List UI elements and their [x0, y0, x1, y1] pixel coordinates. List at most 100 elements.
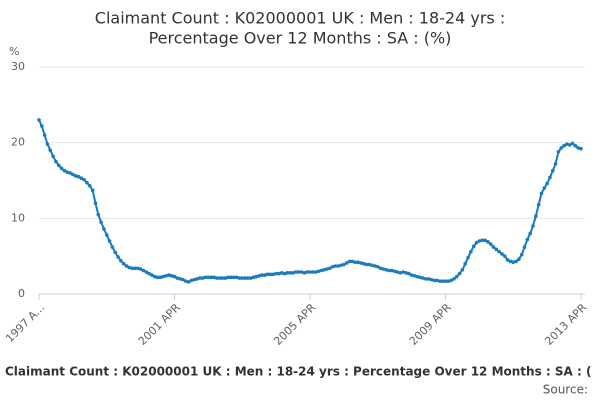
data-point [285, 271, 290, 275]
data-point [85, 180, 89, 185]
data-point [119, 258, 123, 263]
data-point [271, 272, 276, 277]
data-point [260, 273, 264, 277]
data-point [167, 273, 171, 277]
x-tick-label: 2005 APR [271, 301, 318, 348]
data-point [136, 266, 140, 271]
data-point [325, 267, 329, 271]
data-point [370, 263, 374, 268]
data-point [291, 271, 295, 275]
data-point [203, 275, 208, 280]
data-point [152, 274, 157, 279]
data-point [381, 267, 386, 271]
data-point [299, 270, 304, 274]
data-point [116, 255, 120, 259]
data-point [435, 278, 439, 283]
data-point [497, 249, 501, 254]
data-point [316, 269, 321, 274]
data-point [215, 276, 219, 280]
data-point [570, 141, 575, 146]
data-point [550, 168, 555, 173]
data-point [209, 275, 213, 280]
data-point [56, 163, 61, 168]
data-point [342, 262, 346, 267]
data-point [296, 270, 301, 274]
data-point [240, 276, 245, 280]
data-point [525, 237, 530, 242]
data-point [175, 276, 180, 280]
data-point [401, 270, 405, 274]
data-point [268, 272, 273, 277]
source: Source: [543, 383, 588, 397]
data-point [42, 133, 47, 137]
data-point [367, 262, 372, 267]
data-point [110, 245, 115, 249]
data-point [545, 181, 549, 186]
data-point [93, 201, 98, 205]
data-point [387, 268, 391, 273]
data-point [548, 175, 552, 180]
data-point [486, 239, 490, 244]
data-point [384, 267, 389, 272]
data-point [45, 142, 50, 146]
data-point [576, 146, 580, 150]
data-point [251, 275, 256, 280]
data-point [200, 276, 205, 280]
data-point [217, 276, 222, 280]
data-point [559, 146, 564, 150]
data-point [73, 174, 78, 178]
data-point [288, 271, 293, 275]
data-point [130, 266, 134, 271]
data-point [54, 159, 58, 164]
data-point [82, 177, 86, 182]
data-point [65, 170, 70, 174]
data-point [579, 146, 583, 151]
data-point [491, 245, 496, 249]
data-point [511, 260, 516, 265]
data-point [505, 258, 510, 262]
data-point [147, 271, 151, 276]
data-point [161, 274, 166, 279]
data-point [534, 214, 538, 218]
data-point [305, 270, 309, 274]
data-point [76, 174, 81, 179]
data-point [567, 143, 572, 147]
data-point [237, 276, 242, 280]
y-tick-label: 0 [18, 287, 25, 300]
data-point [248, 276, 253, 280]
data-point [198, 276, 202, 280]
data-point [88, 183, 92, 188]
y-tick-label: 20 [11, 136, 25, 149]
data-point [350, 259, 355, 264]
data-point [254, 274, 259, 279]
data-point [308, 270, 312, 274]
data-point [519, 252, 524, 257]
data-point [313, 270, 318, 274]
data-point [373, 264, 377, 268]
data-point [226, 275, 230, 280]
data-point [104, 233, 109, 237]
data-point [421, 276, 425, 280]
data-point [474, 240, 479, 245]
data-point [463, 261, 468, 266]
data-point [565, 142, 569, 146]
data-point [62, 168, 67, 173]
data-point [460, 267, 465, 272]
data-point [440, 279, 445, 283]
data-point [96, 212, 101, 217]
data-point [277, 271, 281, 276]
data-point [390, 268, 394, 273]
data-point [79, 176, 84, 181]
data-point [172, 274, 177, 279]
data-point [539, 191, 544, 196]
data-point [477, 239, 482, 243]
data-point [178, 277, 182, 281]
data-point [553, 162, 558, 166]
data-point [138, 267, 143, 271]
data-point [189, 278, 194, 283]
data-point [59, 166, 64, 171]
data-point [517, 257, 521, 261]
data-point [121, 261, 126, 266]
data-point [522, 245, 527, 249]
